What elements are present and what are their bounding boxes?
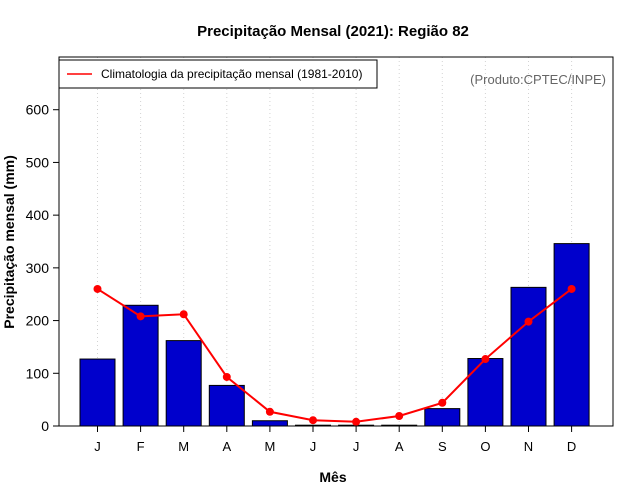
bar-9 — [424, 408, 461, 427]
legend: Climatologia da precipitação mensal (198… — [58, 59, 378, 89]
x-tick-label: M — [178, 439, 189, 454]
legend-label: Climatologia da precipitação mensal (198… — [101, 67, 362, 81]
climatology-point-12 — [567, 284, 576, 293]
y-tick-label: 600 — [26, 102, 50, 118]
bar-4 — [208, 384, 245, 427]
climatology-point-11 — [524, 317, 533, 326]
climatology-point-4 — [222, 372, 231, 381]
climatology-point-5 — [265, 407, 274, 416]
climatology-point-3 — [179, 310, 188, 319]
y-axis-label: Precipitação mensal (mm) — [1, 155, 17, 329]
chart-title: Precipitação Mensal (2021): Região 82 — [197, 23, 469, 40]
y-tick-label: 300 — [26, 260, 50, 276]
y-axis: 0 100 200 300 400 500 600 — [26, 102, 59, 434]
bar-2 — [122, 304, 159, 427]
climatology-point-1 — [93, 284, 102, 293]
climatology-point-9 — [438, 398, 447, 407]
plot-frame — [58, 56, 614, 427]
y-tick-label: 0 — [41, 418, 49, 434]
climatology-point-7 — [352, 417, 361, 426]
x-tick-label: A — [222, 439, 231, 454]
x-tick-label: N — [524, 439, 533, 454]
climatology-point-8 — [395, 411, 404, 420]
y-tick-label: 500 — [26, 154, 50, 170]
bar-5 — [251, 420, 288, 427]
y-tick-label: 400 — [26, 207, 50, 223]
climatology-point-2 — [136, 312, 145, 321]
x-tick-label: D — [567, 439, 576, 454]
x-axis-label: Mês — [319, 469, 346, 485]
grid-lines — [97, 57, 573, 426]
climatology-line — [96, 288, 573, 423]
climatology-point-6 — [309, 416, 317, 425]
x-tick-label: J — [94, 439, 101, 454]
x-tick-label: O — [480, 439, 490, 454]
bar-10 — [467, 358, 504, 427]
x-tick-label: F — [137, 439, 145, 454]
x-tick-label: J — [353, 439, 360, 454]
legend-box — [58, 59, 378, 89]
bar-12 — [553, 243, 590, 427]
x-tick-label: S — [438, 439, 447, 454]
bar-11 — [510, 286, 547, 427]
climatology-point-10 — [481, 355, 490, 364]
x-tick-label: J — [310, 439, 317, 454]
y-tick-label: 100 — [26, 365, 50, 381]
source-annotation: (Produto:CPTEC/INPE) — [470, 72, 606, 87]
x-tick-label: A — [395, 439, 404, 454]
climatology-line-group — [93, 284, 576, 426]
bar-1 — [79, 358, 116, 427]
bar-3 — [165, 340, 202, 427]
y-tick-label: 200 — [26, 313, 50, 329]
x-tick-label: M — [264, 439, 275, 454]
